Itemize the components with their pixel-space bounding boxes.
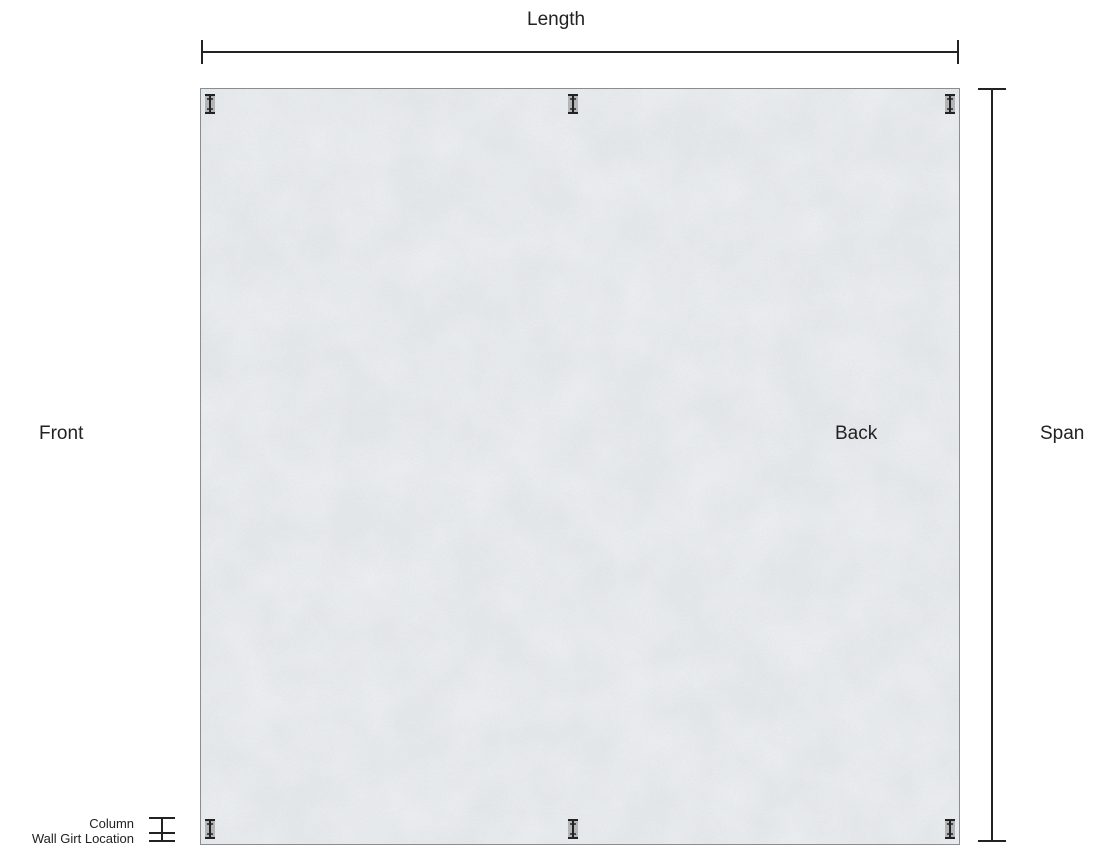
legend-wall-girt-label: Wall Girt Location — [31, 831, 134, 846]
column-top-left-icon — [204, 94, 216, 114]
length-dimension-line — [201, 40, 959, 64]
concrete-slab — [200, 88, 960, 845]
front-label: Front — [39, 423, 84, 444]
back-label: Back — [835, 423, 878, 444]
column-bottom-left-icon — [204, 819, 216, 839]
legend-column-icon — [149, 817, 175, 842]
column-top-right-icon — [944, 94, 956, 114]
column-top-middle-icon — [567, 94, 579, 114]
legend-column-label: Column — [89, 816, 134, 831]
span-dimension-line — [978, 88, 1006, 842]
span-label: Span — [1040, 423, 1085, 444]
column-bottom-right-icon — [944, 819, 956, 839]
column-bottom-middle-icon — [567, 819, 579, 839]
length-label: Length — [527, 9, 586, 30]
